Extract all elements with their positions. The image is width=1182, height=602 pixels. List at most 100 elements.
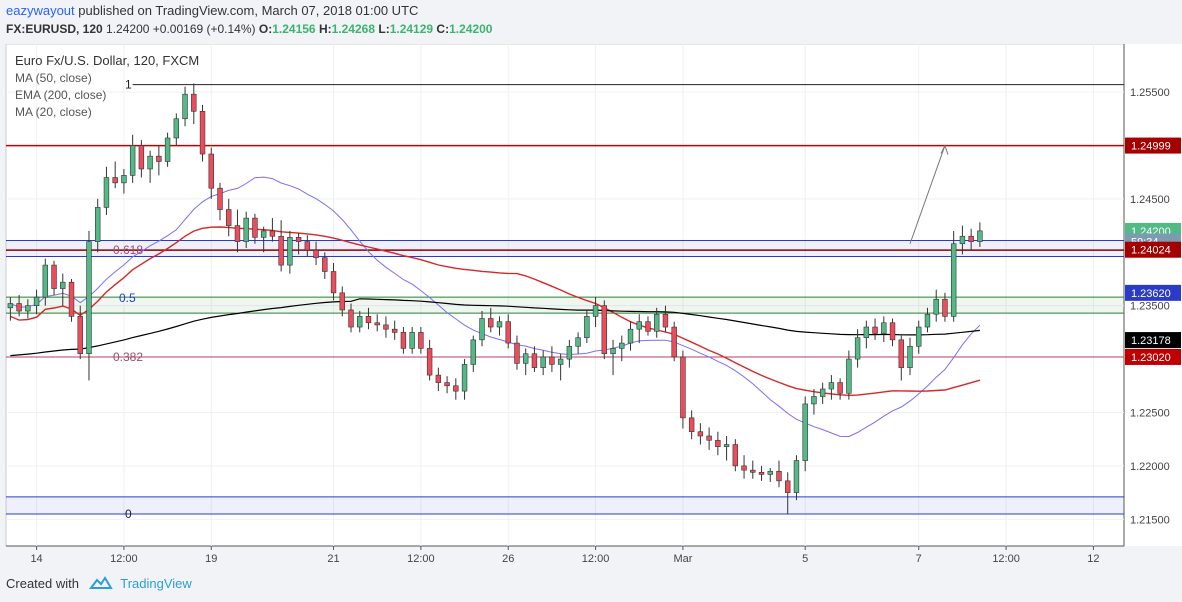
candle-body bbox=[173, 118, 180, 139]
candle-body bbox=[147, 155, 153, 170]
candle-body bbox=[575, 337, 581, 347]
candle-body bbox=[950, 243, 957, 317]
candle-body bbox=[540, 356, 546, 368]
candle-body bbox=[51, 264, 57, 289]
candle-body bbox=[916, 326, 922, 347]
candle-body bbox=[584, 316, 590, 339]
high-label: H: bbox=[318, 22, 332, 36]
candle-body bbox=[627, 328, 634, 344]
candle-body bbox=[645, 321, 651, 332]
y-tick-label: 1.22000 bbox=[1130, 461, 1170, 473]
fib-label: 1 bbox=[125, 78, 132, 92]
candle-body bbox=[322, 257, 328, 272]
candle-body bbox=[295, 237, 302, 242]
candle-body bbox=[95, 207, 101, 242]
tradingview-logo-icon bbox=[88, 576, 113, 593]
annotations: 1 0.618 0.5 0.382 0 bbox=[113, 78, 949, 521]
price-label-box bbox=[1125, 332, 1181, 349]
candle-body bbox=[138, 145, 145, 170]
candle-body bbox=[243, 217, 249, 242]
ema-200-line bbox=[10, 298, 980, 357]
candle-body bbox=[767, 470, 773, 475]
x-tick-label: 14 bbox=[30, 553, 42, 565]
fib-label: 0.618 bbox=[113, 243, 143, 257]
y-tick-label: 1.24500 bbox=[1130, 194, 1170, 206]
candle-body bbox=[461, 364, 468, 392]
candle-body bbox=[313, 249, 319, 258]
y-tick-label: 1.22500 bbox=[1130, 407, 1170, 419]
candle-body bbox=[496, 321, 503, 328]
footer: Created with TradingView bbox=[6, 576, 192, 593]
candle-body bbox=[226, 209, 232, 226]
created-with-label: Created with bbox=[6, 576, 79, 591]
candle-body bbox=[260, 230, 267, 238]
zones bbox=[6, 240, 1124, 515]
candle-body bbox=[391, 328, 398, 333]
candle-body bbox=[933, 298, 939, 315]
candle-body bbox=[837, 382, 843, 394]
price-label-text: 1.24024 bbox=[1131, 245, 1171, 257]
candle-body bbox=[610, 348, 616, 355]
mid-zone bbox=[6, 297, 1124, 314]
candle-body bbox=[785, 480, 791, 493]
candle-body bbox=[348, 309, 354, 328]
ma-50-line bbox=[10, 226, 981, 397]
candle-body bbox=[846, 358, 852, 394]
x-tick-label: 12:00 bbox=[582, 553, 610, 565]
candle-body bbox=[60, 281, 66, 289]
candle-body bbox=[191, 93, 197, 112]
candle-body bbox=[383, 324, 389, 330]
candle-body bbox=[435, 374, 442, 383]
candle-body bbox=[121, 175, 127, 184]
candle-body bbox=[453, 385, 459, 392]
candle-body bbox=[793, 460, 800, 493]
candle-body bbox=[103, 177, 110, 208]
candle-body bbox=[514, 342, 520, 364]
candle-body bbox=[374, 322, 380, 326]
y-tick-label: 1.21500 bbox=[1130, 514, 1170, 526]
projection-arrow-head bbox=[940, 144, 949, 155]
candle-body bbox=[199, 110, 206, 155]
legend: Euro Fx/U.S. Dollar, 120, FXCM MA (50, c… bbox=[15, 53, 199, 119]
x-tick-label: 12 bbox=[1087, 553, 1099, 565]
candle-body bbox=[330, 271, 337, 294]
y-tick-label: 1.25500 bbox=[1130, 87, 1170, 99]
plot-area[interactable] bbox=[5, 44, 1125, 547]
candle-body bbox=[531, 353, 538, 368]
last-price: 1.24200 bbox=[106, 22, 150, 36]
candle-body bbox=[592, 305, 599, 317]
author-link[interactable]: eazywayout bbox=[6, 3, 75, 18]
candle-body bbox=[924, 313, 931, 328]
candle-body bbox=[208, 153, 214, 189]
legend-ma20: MA (20, close) bbox=[15, 105, 92, 119]
candle-body bbox=[881, 322, 887, 334]
candle-body bbox=[400, 332, 407, 349]
candle-body bbox=[488, 318, 494, 328]
low-label: L: bbox=[378, 22, 390, 36]
candle-body bbox=[977, 230, 983, 242]
levels bbox=[6, 84, 1124, 358]
candle-body bbox=[182, 93, 188, 120]
candle-body bbox=[522, 353, 529, 364]
price-label-text: 1.23178 bbox=[1131, 335, 1171, 347]
candle-body bbox=[758, 472, 765, 475]
candle-body bbox=[828, 382, 835, 390]
price-label-box bbox=[1125, 137, 1181, 154]
candle-body bbox=[959, 235, 966, 245]
candle-body bbox=[365, 316, 372, 324]
x-tick-label: 12:00 bbox=[110, 553, 138, 565]
candle-body bbox=[33, 296, 40, 306]
price-label-text: 1.23020 bbox=[1131, 352, 1171, 364]
candle-body bbox=[77, 316, 83, 355]
upper-zone bbox=[6, 240, 1124, 257]
close-label: C: bbox=[436, 22, 450, 36]
candle-body bbox=[680, 356, 686, 419]
candle-body bbox=[112, 177, 118, 184]
published-text: published on TradingView.com, March 07, … bbox=[74, 3, 419, 18]
candle-body bbox=[156, 155, 162, 162]
candles bbox=[7, 83, 983, 514]
publish-line: eazywayout published on TradingView.com,… bbox=[6, 3, 418, 18]
candle-body bbox=[942, 298, 948, 317]
tradingview-link[interactable]: TradingView bbox=[120, 576, 192, 591]
